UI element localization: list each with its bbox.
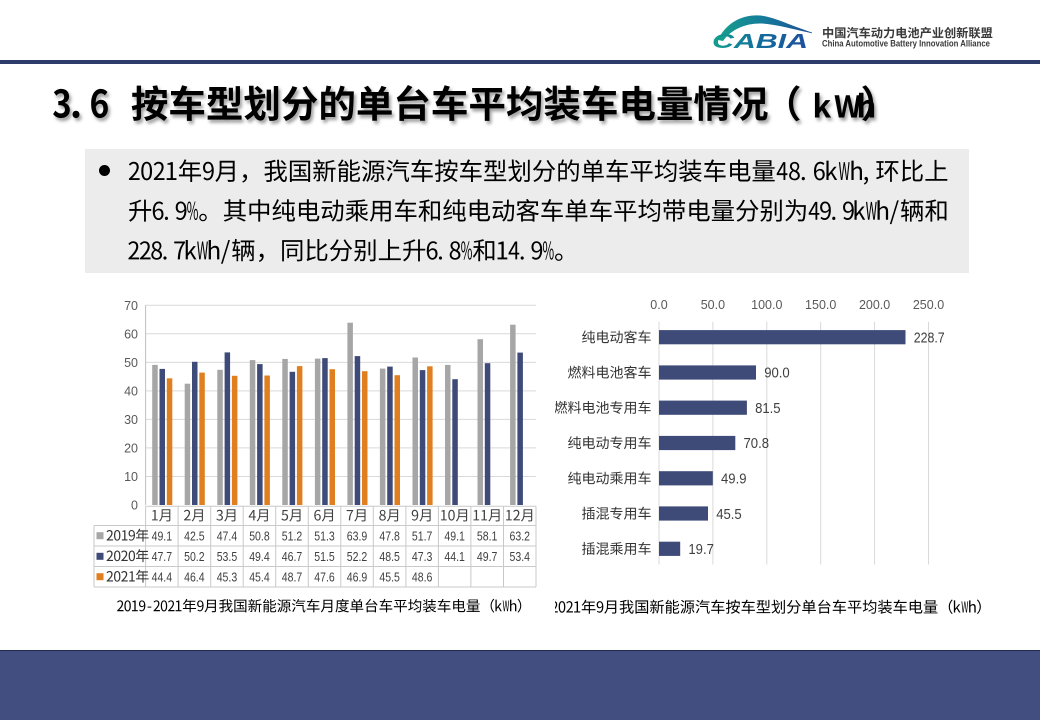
svg-text:90.0: 90.0	[764, 366, 790, 382]
svg-text:47.7: 47.7	[152, 550, 173, 564]
svg-text:47.3: 47.3	[412, 550, 433, 564]
svg-text:47.4: 47.4	[217, 530, 238, 544]
svg-text:49.9: 49.9	[721, 472, 747, 488]
svg-text:49.1: 49.1	[152, 530, 173, 544]
svg-text:51.3: 51.3	[314, 530, 335, 544]
svg-text:10: 10	[124, 470, 138, 484]
svg-text:45.5: 45.5	[379, 571, 400, 585]
svg-text:150.0: 150.0	[805, 298, 836, 312]
svg-text:53.4: 53.4	[510, 550, 531, 564]
svg-text:200.0: 200.0	[859, 298, 890, 312]
svg-text:228.7: 228.7	[914, 330, 945, 346]
svg-text:51.7: 51.7	[412, 530, 433, 544]
svg-text:53.5: 53.5	[217, 550, 238, 564]
svg-text:49.7: 49.7	[477, 550, 498, 564]
svg-text:44.1: 44.1	[444, 550, 465, 564]
svg-text:50.2: 50.2	[184, 550, 205, 564]
svg-text:60: 60	[124, 327, 138, 341]
svg-text:50.8: 50.8	[249, 530, 270, 544]
svg-text:50: 50	[124, 356, 138, 370]
svg-text:51.2: 51.2	[282, 530, 303, 544]
svg-text:81.5: 81.5	[755, 401, 781, 417]
svg-text:CABIA: CABIA	[712, 30, 808, 53]
svg-text:47.6: 47.6	[314, 571, 335, 585]
svg-text:19.7: 19.7	[688, 542, 714, 558]
svg-text:70.8: 70.8	[744, 436, 770, 452]
svg-text:47.8: 47.8	[379, 530, 400, 544]
svg-text:63.2: 63.2	[510, 530, 531, 544]
svg-text:20: 20	[124, 441, 138, 455]
svg-text:50.0: 50.0	[701, 298, 725, 312]
svg-text:46.9: 46.9	[347, 571, 368, 585]
svg-text:58.1: 58.1	[477, 530, 498, 544]
svg-text:63.9: 63.9	[347, 530, 368, 544]
svg-text:44.4: 44.4	[152, 571, 173, 585]
svg-text:46.7: 46.7	[282, 550, 303, 564]
svg-text:30: 30	[124, 413, 138, 427]
svg-text:0: 0	[131, 499, 138, 513]
svg-text:45.4: 45.4	[249, 571, 270, 585]
svg-text:48.7: 48.7	[282, 571, 303, 585]
svg-text:45.3: 45.3	[217, 571, 238, 585]
svg-text:70: 70	[124, 299, 138, 313]
svg-text:52.2: 52.2	[347, 550, 368, 564]
svg-text:49.1: 49.1	[444, 530, 465, 544]
svg-text:China Automotive Battery Innov: China Automotive Battery Innovation Alli…	[822, 39, 990, 49]
svg-text:45.5: 45.5	[716, 507, 742, 523]
svg-text:40: 40	[124, 384, 138, 398]
svg-text:51.5: 51.5	[314, 550, 335, 564]
svg-text:48.5: 48.5	[379, 550, 400, 564]
svg-text:46.4: 46.4	[184, 571, 205, 585]
svg-text:49.4: 49.4	[249, 550, 270, 564]
svg-text:250.0: 250.0	[913, 298, 944, 312]
svg-text:0.0: 0.0	[650, 298, 667, 312]
svg-text:48.6: 48.6	[412, 571, 433, 585]
svg-text:42.5: 42.5	[184, 530, 205, 544]
svg-text:100.0: 100.0	[751, 298, 782, 312]
